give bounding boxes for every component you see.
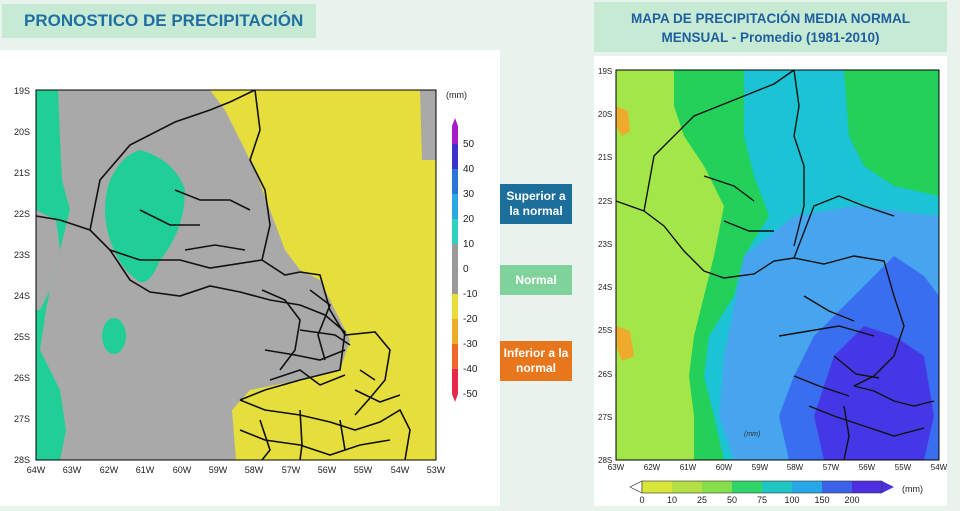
lat-tick: 28S [598,456,612,465]
lon-tick: 61W [136,465,155,475]
colorbar-label: 75 [757,495,767,505]
country-borders [35,89,411,461]
lon-tick: 64W [27,465,46,475]
left-colorbar-unit: (mm) [446,90,467,100]
lon-tick: 60W [173,465,192,475]
right-title-line1: MAPA DE PRECIPITACIÓN MEDIA NORMAL [631,11,910,26]
lon-tick: 58W [787,463,804,472]
lat-tick: 25S [14,332,30,342]
lat-tick: 27S [14,414,30,424]
left-colorbar [452,118,458,402]
colorbar-label: 50 [463,139,475,150]
lon-tick: 53W [427,465,446,475]
colorbar-label: 150 [814,495,829,505]
lat-tick: 19S [14,86,30,96]
lon-tick: 59W [752,463,769,472]
green-blob-north [105,150,185,283]
legend-above-normal: Superior a la normal [500,184,572,224]
lat-tick: 24S [598,283,612,292]
lat-tick: 28S [14,455,30,465]
right-title-line2: MENSUAL - Promedio (1981-2010) [661,30,880,45]
colorbar-label: 25 [697,495,707,505]
lon-tick: 57W [282,465,301,475]
right-colorbar [629,480,894,494]
lon-tick: 54W [391,465,410,475]
lat-tick: 22S [598,197,612,206]
left-panel-title: PRONOSTICO DE PRECIPITACIÓN [2,4,316,38]
lat-tick: 26S [598,370,612,379]
lon-tick: 60W [716,463,733,472]
normal-precip-map: (mm) 19S 20S 21S 22S 23S 24S 25S 26S 27S… [594,56,948,506]
lon-tick: 59W [209,465,228,475]
colorbar-label: 200 [844,495,859,505]
lat-tick: 20S [598,110,612,119]
colorbar-label: -40 [463,364,478,375]
lon-tick: 62W [100,465,119,475]
right-lon-axis: 63W 62W 61W 60W 59W 58W 57W 56W 55W 54W [608,463,948,472]
colorbar-label: 40 [463,164,475,175]
forecast-map-svg: 19S 20S 21S 22S 23S 24S 25S 26S 27S 28S … [14,86,478,475]
lon-tick: 55W [895,463,912,472]
colorbar-label: -10 [463,289,478,300]
lon-tick: 58W [245,465,264,475]
forecast-map: 19S 20S 21S 22S 23S 24S 25S 26S 27S 28S … [0,50,500,506]
lat-tick: 22S [14,209,30,219]
lat-tick: 25S [598,326,612,335]
lat-tick: 21S [14,168,30,178]
lon-tick: 54W [931,463,947,472]
inner-unit-label: (mm) [744,431,760,438]
colorbar-label: -20 [463,314,478,325]
green-blob-small [102,318,126,354]
left-lat-axis: 19S 20S 21S 22S 23S 24S 25S 26S 27S 28S [14,86,30,465]
colorbar-label: 10 [667,495,677,505]
lat-tick: 19S [598,67,612,76]
colorbar-label: 10 [463,239,475,250]
colorbar-label: 50 [727,495,737,505]
colorbar-label: 100 [784,495,799,505]
colorbar-label: -50 [463,389,478,400]
lon-tick: 62W [644,463,661,472]
left-lon-axis: 64W 63W 62W 61W 60W 59W 58W 57W 56W 55W … [27,465,446,475]
lat-tick: 26S [14,373,30,383]
right-colorbar-labels: 0 10 25 50 75 100 150 200 [639,495,859,505]
left-colorbar-labels: 50 40 30 20 10 0 -10 -20 -30 -40 -50 [463,139,478,400]
forecast-map-frame [35,89,437,461]
legend-below-normal: Inferior a la normal [500,341,572,381]
lon-tick: 63W [608,463,625,472]
lon-tick: 63W [63,465,82,475]
yellow-area [210,90,436,460]
normal-precip-map-svg: (mm) 19S 20S 21S 22S 23S 24S 25S 26S 27S… [598,67,948,505]
lon-tick: 57W [823,463,840,472]
lon-tick: 56W [859,463,876,472]
lon-tick: 56W [318,465,337,475]
lon-tick: 61W [680,463,697,472]
colorbar-label: 0 [639,495,644,505]
colorbar-label: -30 [463,339,478,350]
right-panel-title: MAPA DE PRECIPITACIÓN MEDIA NORMAL MENSU… [594,2,947,52]
blue-dark-zone [814,326,934,460]
right-colorbar-unit: (mm) [902,484,923,494]
normal-map-frame [615,69,940,461]
colorbar-label: 30 [463,189,475,200]
lat-tick: 24S [14,291,30,301]
lat-tick: 27S [598,413,612,422]
right-lat-axis: 19S 20S 21S 22S 23S 24S 25S 26S 27S 28S [598,67,612,465]
lat-tick: 20S [14,127,30,137]
legend-normal: Normal [500,265,572,295]
lat-tick: 23S [598,240,612,249]
lat-tick: 21S [598,153,612,162]
right-country-borders [615,69,935,461]
lat-tick: 23S [14,250,30,260]
colorbar-label: 0 [463,264,469,275]
lon-tick: 55W [354,465,373,475]
colorbar-label: 20 [463,214,475,225]
